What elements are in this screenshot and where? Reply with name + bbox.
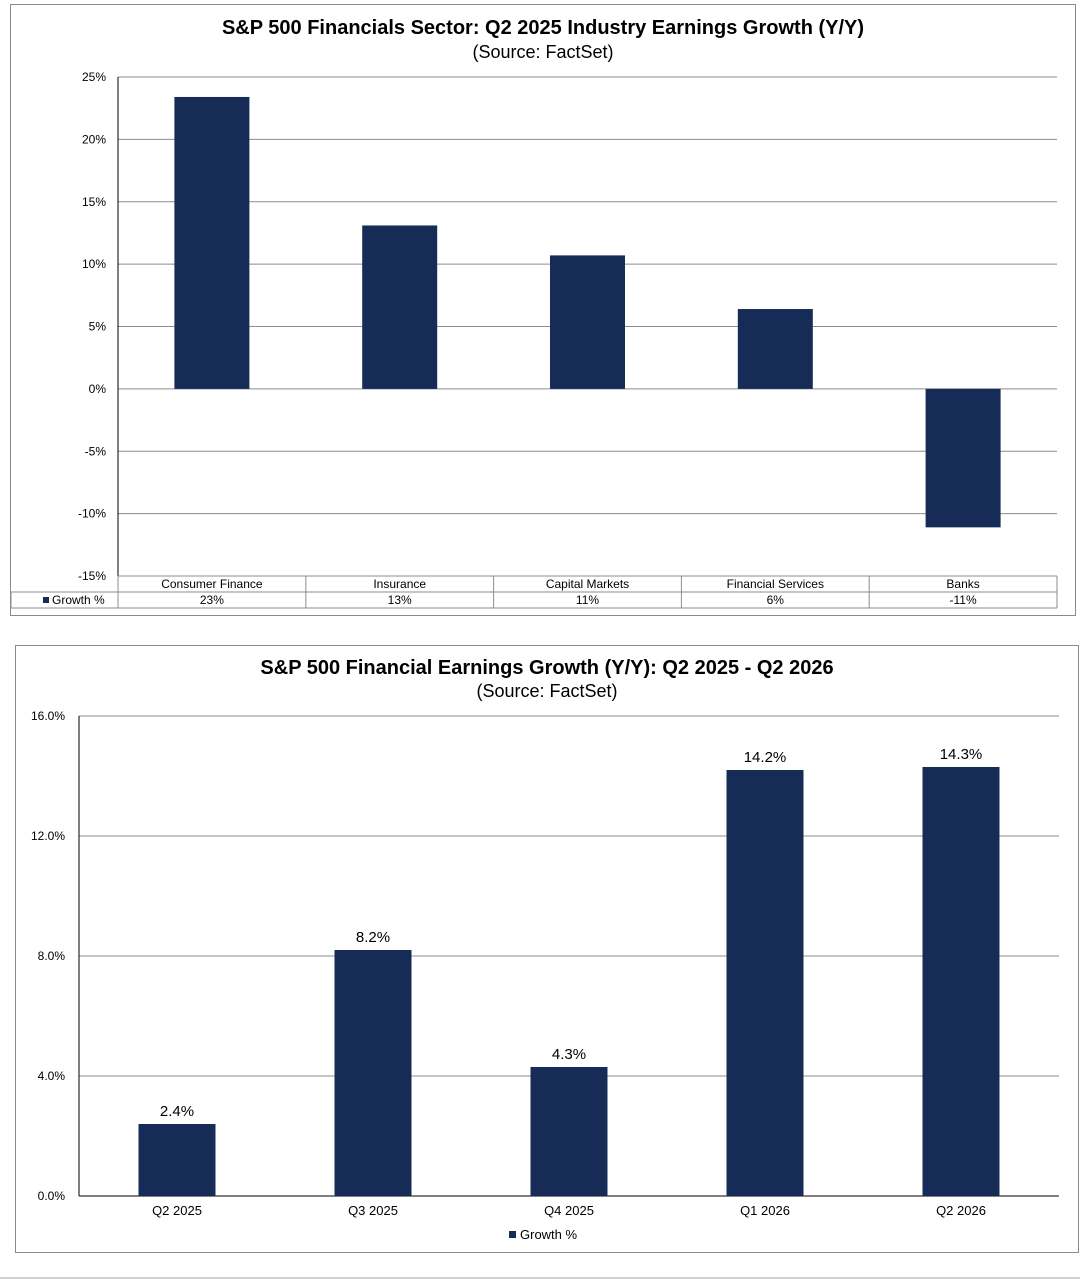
bar xyxy=(362,225,438,389)
y-tick-label: 12.0% xyxy=(31,829,65,843)
y-tick-label: 0.0% xyxy=(38,1189,66,1203)
category-label: Banks xyxy=(946,577,979,591)
legend-swatch xyxy=(509,1231,516,1238)
table-value: -11% xyxy=(950,593,977,607)
x-tick-label: Q2 2025 xyxy=(152,1203,202,1218)
bar xyxy=(922,767,1000,1196)
x-tick-label: Q2 2026 xyxy=(936,1203,986,1218)
bar xyxy=(726,770,804,1196)
bar xyxy=(737,309,813,389)
chart-panel-quarterly: S&P 500 Financial Earnings Growth (Y/Y):… xyxy=(15,645,1079,1253)
data-label: 14.2% xyxy=(744,749,787,766)
chart-subtitle: (Source: FactSet) xyxy=(476,681,618,701)
bar xyxy=(530,1067,608,1196)
category-label: Financial Services xyxy=(727,577,824,591)
data-label: 8.2% xyxy=(356,929,390,946)
y-tick-label: 0% xyxy=(89,382,107,396)
legend-swatch xyxy=(43,597,49,603)
y-tick-label: 5% xyxy=(89,320,107,334)
table-value: 6% xyxy=(767,593,785,607)
legend-label: Growth % xyxy=(520,1227,578,1242)
category-label: Capital Markets xyxy=(546,577,629,591)
legend-label: Growth % xyxy=(52,593,105,607)
y-tick-label: 15% xyxy=(82,195,106,209)
bar xyxy=(334,950,412,1196)
y-tick-label: 4.0% xyxy=(38,1069,66,1083)
category-label: Consumer Finance xyxy=(161,577,263,591)
chart-title: S&P 500 Financial Earnings Growth (Y/Y):… xyxy=(260,657,834,679)
table-value: 13% xyxy=(388,593,412,607)
y-tick-label: -10% xyxy=(78,507,106,521)
chart-panel-industry: S&P 500 Financials Sector: Q2 2025 Indus… xyxy=(10,4,1076,616)
y-tick-label: 20% xyxy=(82,132,106,146)
table-value: 23% xyxy=(200,593,224,607)
category-label: Insurance xyxy=(373,577,426,591)
bar xyxy=(550,255,625,389)
page-divider xyxy=(0,1277,1080,1279)
y-tick-label: -5% xyxy=(85,444,107,458)
data-label: 2.4% xyxy=(160,1103,194,1120)
bar xyxy=(138,1124,216,1196)
data-table: Consumer Finance Insurance Capital Markets… xyxy=(10,575,1058,609)
y-tick-label: 10% xyxy=(82,257,106,271)
table-value: 11% xyxy=(576,593,599,607)
chart-title: S&P 500 Financials Sector: Q2 2025 Indus… xyxy=(221,17,865,39)
y-tick-label: 16.0% xyxy=(31,709,65,723)
y-tick-label: -15% xyxy=(78,569,106,583)
x-tick-label: Q4 2025 xyxy=(544,1203,594,1218)
data-label: 14.3% xyxy=(940,746,983,763)
industry-bar-chart: -15% -10% -5% 0% 5% 10% 15% 20% 25% Consumer Fina… xyxy=(10,70,1058,609)
y-tick-label: 25% xyxy=(82,70,106,84)
x-tick-label: Q3 2025 xyxy=(348,1203,398,1218)
quarterly-bar-chart: 0.0% 4.0% 8.0% 12.0% 16.0% 2.4% Q2 2025 8.2% Q3 … xyxy=(31,709,1059,1242)
y-tick-label: 8.0% xyxy=(38,949,66,963)
chart-subtitle: (Source: FactSet) xyxy=(472,42,614,62)
bar xyxy=(174,96,250,389)
data-label: 4.3% xyxy=(552,1046,586,1063)
bar xyxy=(925,388,1001,528)
x-tick-label: Q1 2026 xyxy=(740,1203,790,1218)
